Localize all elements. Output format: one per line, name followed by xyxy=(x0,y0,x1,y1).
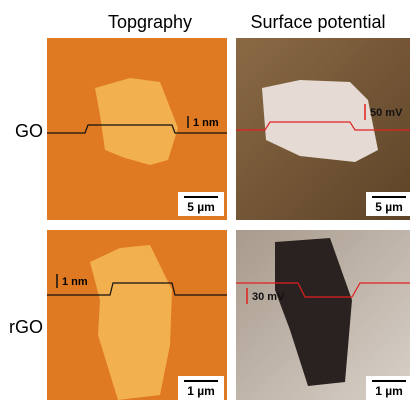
panel: 50 mV 5 µm xyxy=(236,38,410,220)
panel: 1 nm 1 µm xyxy=(47,230,227,400)
scale-bar-label: 5 µm xyxy=(375,200,403,214)
column-title: Surface potential xyxy=(250,12,385,32)
scale-note: 50 mV xyxy=(370,107,403,119)
scale-bar-label: 5 µm xyxy=(187,200,215,214)
figure: Topgraphy Surface potential GO rGO 1 nm … xyxy=(0,0,412,405)
row-label: GO xyxy=(15,121,43,141)
panel: 1 nm 5 µm xyxy=(47,38,227,220)
scale-note: 1 nm xyxy=(62,276,88,288)
row-label: rGO xyxy=(9,317,43,337)
scale-note: 1 nm xyxy=(193,117,219,129)
scale-bar-label: 1 µm xyxy=(375,384,403,398)
column-title: Topgraphy xyxy=(108,12,192,32)
scale-bar-label: 1 µm xyxy=(187,384,215,398)
scale-note: 30 mV xyxy=(252,291,285,303)
panel: 30 mV 1 µm xyxy=(236,230,410,400)
